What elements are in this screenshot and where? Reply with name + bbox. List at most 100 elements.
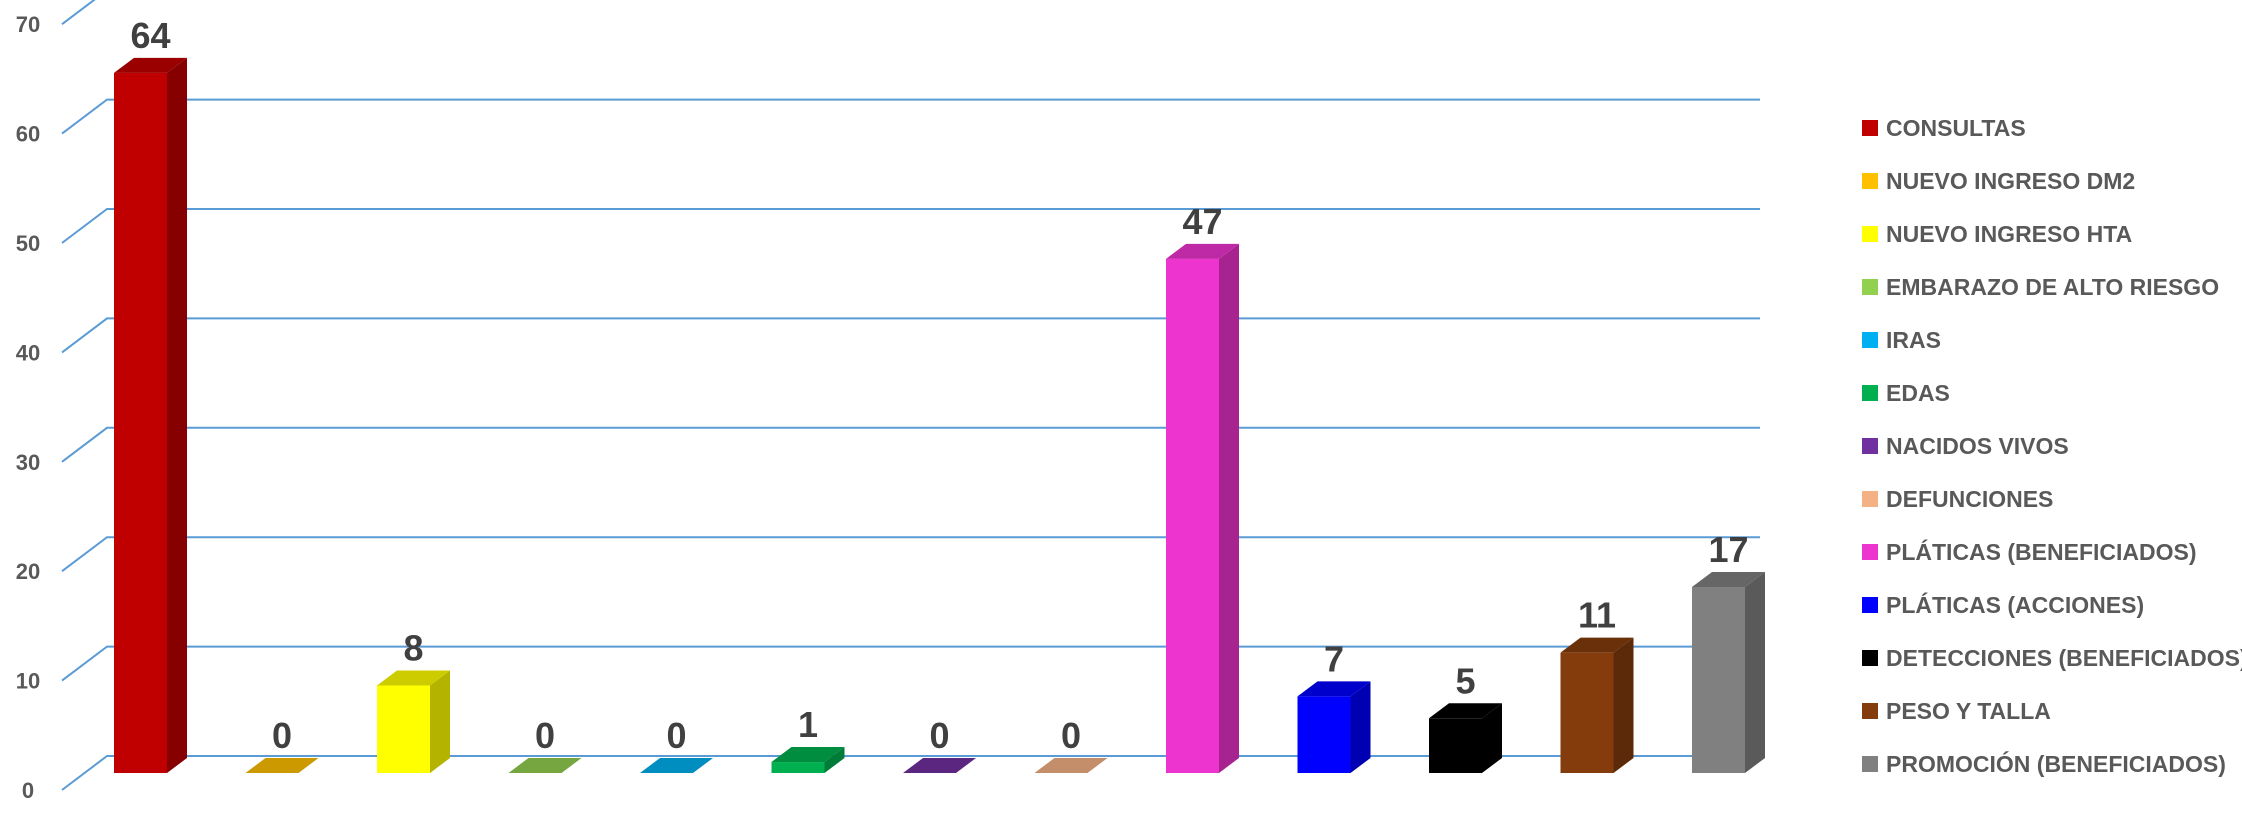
y-tick-label: 70 [16,12,40,37]
legend-swatch [1862,279,1878,295]
data-label: 7 [1324,638,1344,679]
legend-swatch [1862,703,1878,719]
legend-label: PROMOCIÓN (BENEFICIADOS) [1886,750,2226,777]
legend-item: PLÁTICAS (BENEFICIADOS) [1862,532,2197,572]
data-label: 0 [272,715,292,756]
bar-top [1429,703,1502,719]
bar-side [824,747,845,773]
data-label: 64 [130,15,170,56]
bar [114,57,187,774]
legend-swatch [1862,438,1878,454]
bar-front [1166,258,1219,773]
bar-top [903,758,976,773]
bar-side [1350,681,1371,773]
y-tick-label: 40 [16,340,40,365]
bar-top [508,758,582,773]
bar [508,758,582,773]
legend-item: NACIDOS VIVOS [1862,426,2069,466]
bar [1692,572,1765,773]
gridlines [61,0,1760,791]
legend-swatch [1862,226,1878,242]
legend-label: NUEVO INGRESO DM2 [1886,167,2136,194]
legend-label: NUEVO INGRESO HTA [1886,220,2133,247]
legend-item: DEFUNCIONES [1862,479,2053,519]
data-label: 17 [1708,529,1748,570]
bar-top [1297,681,1371,697]
legend-label: EMBARAZO DE ALTO RIESGO [1886,273,2220,300]
legend-swatch [1862,120,1878,136]
legend-label: IRAS [1886,326,1941,353]
data-label: 8 [403,627,423,668]
bar [377,670,450,773]
data-labels: 64 0 8 0 0 1 0 0 47 7 5 11 17 [130,15,1748,756]
bar-top [245,758,319,773]
bar-top [640,758,713,773]
gridline [61,208,1760,244]
legend-label: EDAS [1886,379,1950,406]
legend-item: IRAS [1862,320,1941,360]
legend-item: EDAS [1862,373,1950,413]
bar-top [771,747,845,763]
data-label: 0 [929,715,949,756]
legend-item: PESO Y TALLA [1862,691,2051,731]
bar-top [1166,243,1239,259]
legend-label: NACIDOS VIVOS [1886,432,2069,459]
y-tick-label: 20 [16,559,40,584]
legend-item: PLÁTICAS (ACCIONES) [1862,585,2144,625]
bar-side [1745,572,1765,773]
bar [771,747,845,773]
bar-front [114,72,167,774]
legend-label: PLÁTICAS (ACCIONES) [1886,591,2145,618]
y-tick-label: 50 [16,231,40,256]
bar-side [1613,637,1634,773]
data-label: 1 [798,704,818,745]
bar-front [1297,696,1351,773]
y-tick-label: 30 [16,450,40,475]
bar-side [1482,703,1502,773]
legend-label: CONSULTAS [1886,114,2026,141]
y-axis-ticks: 0 10 20 30 40 50 60 70 [16,12,40,803]
legend-swatch [1862,332,1878,348]
legend-swatch [1862,173,1878,189]
gridline [61,317,1760,354]
bar [640,758,713,773]
data-label: 11 [1578,595,1616,636]
gridline [61,536,1760,572]
bar [245,758,319,773]
data-label: 47 [1182,201,1222,242]
legend-swatch [1862,385,1878,401]
bar-top [377,670,450,686]
y-tick-label: 0 [22,778,34,803]
bars [114,57,1765,774]
legend-item: EMBARAZO DE ALTO RIESGO [1862,267,2219,307]
data-label: 5 [1455,660,1475,701]
bar [1297,681,1371,773]
legend-label: PLÁTICAS (BENEFICIADOS) [1886,538,2197,565]
legend-label: DETECCIONES (BENEFICIADOS) [1886,644,2242,671]
legend-item: NUEVO INGRESO DM2 [1862,161,2135,201]
legend-item: NUEVO INGRESO HTA [1862,214,2132,254]
y-tick-label: 10 [16,669,40,694]
gridline [61,0,96,25]
bar-side [430,670,450,773]
data-label: 0 [1061,715,1081,756]
bar [1560,637,1634,773]
legend-item: DETECCIONES (BENEFICIADOS) [1862,638,2242,678]
bar [903,758,976,773]
bar-top [1034,758,1108,773]
bar-front [1692,587,1745,773]
bar-front [1560,652,1614,773]
legend-swatch [1862,756,1878,772]
gridline [61,426,1760,463]
legend-label: PESO Y TALLA [1886,697,2051,724]
data-label: 0 [535,715,555,756]
legend-swatch [1862,597,1878,613]
bar-front [1429,718,1482,773]
bar-top [1560,637,1634,653]
legend-swatch [1862,491,1878,507]
data-label: 0 [666,715,686,756]
gridline [61,98,1760,135]
bar-front [377,685,430,773]
legend-label: DEFUNCIONES [1886,485,2054,512]
